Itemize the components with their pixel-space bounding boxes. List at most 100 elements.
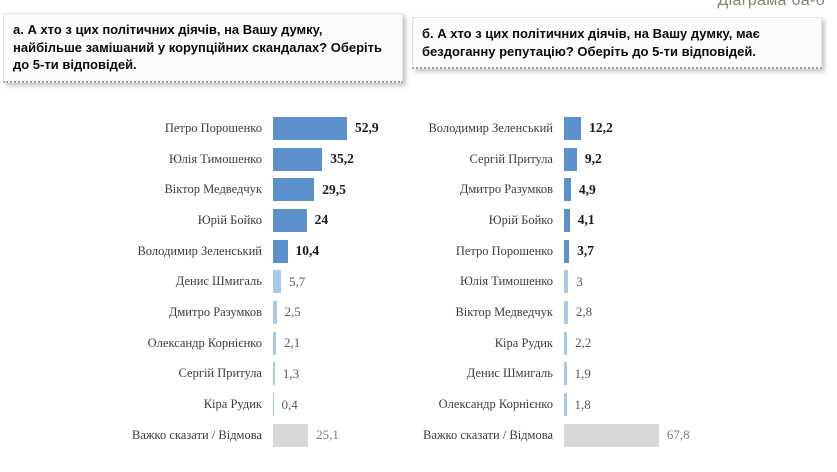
value: 52,9 bbox=[355, 120, 379, 136]
row-label: Дмитро Разумков bbox=[168, 304, 262, 319]
value: 9,2 bbox=[584, 151, 602, 167]
value: 25,1 bbox=[316, 427, 339, 443]
bar bbox=[564, 178, 571, 202]
row-label: Віктор Медведчук bbox=[164, 182, 262, 197]
bar bbox=[273, 178, 315, 202]
row-label: Денис Шмигаль bbox=[175, 274, 262, 289]
value: 3 bbox=[576, 273, 583, 289]
chart-row: Володимир Зеленський 12,2 bbox=[415, 113, 835, 144]
bar bbox=[564, 331, 568, 355]
row-label: Юрій Бойко bbox=[488, 212, 553, 227]
row-label: Петро Порошенко bbox=[455, 243, 553, 258]
chart-row: Денис Шмигаль 1,9 bbox=[415, 359, 835, 390]
value: 67,8 bbox=[666, 427, 690, 443]
bar-area: 10,4 bbox=[273, 239, 320, 263]
value: 3,7 bbox=[577, 243, 595, 259]
bar bbox=[273, 393, 274, 417]
bar bbox=[564, 423, 659, 447]
value: 35,2 bbox=[330, 151, 354, 167]
bar bbox=[564, 300, 568, 324]
chart-row: Важко сказати / Відмова 25,1 bbox=[2, 420, 410, 451]
value: 2,8 bbox=[575, 304, 593, 320]
value: 1,8 bbox=[574, 396, 591, 412]
bar bbox=[273, 331, 276, 355]
bar-area: 4,9 bbox=[564, 178, 596, 202]
chart-b-title: б. А хто з цих політичних діячів, на Ваш… bbox=[422, 26, 760, 59]
value: 1,9 bbox=[574, 365, 591, 381]
bar bbox=[273, 270, 281, 294]
bar bbox=[564, 270, 569, 294]
row-label: Важко сказати / Відмова bbox=[423, 427, 553, 442]
bar bbox=[273, 116, 348, 140]
bar-area: 0,4 bbox=[273, 393, 298, 417]
row-label: Олександр Корнієнко bbox=[147, 335, 262, 350]
value: 2,5 bbox=[284, 304, 301, 320]
bar-area: 35,2 bbox=[273, 147, 354, 171]
row-label: Олександр Корнієнко bbox=[438, 397, 553, 412]
bar-area: 1,8 bbox=[564, 393, 591, 417]
row-label: Кіра Рудик bbox=[203, 397, 262, 412]
chart-a-title: а. А хто з цих політичних діячів, на Ваш… bbox=[13, 22, 383, 73]
value: 1,3 bbox=[282, 365, 300, 381]
bar-area: 67,8 bbox=[564, 423, 690, 447]
row-label: Володимир Зеленський bbox=[137, 243, 262, 258]
row-label: Сергій Притула bbox=[178, 366, 262, 381]
bar-area: 1,9 bbox=[564, 362, 591, 386]
value: 29,5 bbox=[322, 181, 346, 197]
value: 0,4 bbox=[281, 396, 298, 412]
chart-row: Дмитро Разумков 4,9 bbox=[415, 174, 835, 205]
value: 24 bbox=[314, 212, 329, 228]
chart-row: Олександр Корнієнко 1,8 bbox=[415, 389, 835, 420]
bar bbox=[564, 362, 567, 386]
bar-area: 3,7 bbox=[564, 239, 595, 263]
row-label: Володимир Зеленський bbox=[428, 120, 553, 135]
chart-a-title-box: а. А хто з цих політичних діячів, на Ваш… bbox=[3, 13, 403, 83]
bar-area: 2,5 bbox=[273, 300, 301, 324]
row-label: Сергій Притула bbox=[469, 151, 553, 166]
chart-a: Петро Порошенко 52,9 Юлія Тимошенко 35,2… bbox=[2, 113, 410, 451]
value: 10,4 bbox=[295, 243, 320, 259]
chart-row: Юрій Бойко 4,1 bbox=[415, 205, 835, 236]
bar-area: 12,2 bbox=[564, 116, 613, 140]
chart-b: Володимир Зеленський 12,2 Сергій Притула… bbox=[415, 113, 835, 451]
bar bbox=[564, 147, 577, 171]
bar bbox=[273, 300, 277, 324]
bar-area: 1,3 bbox=[273, 362, 300, 386]
value: 4,1 bbox=[577, 212, 595, 228]
bar-area: 24 bbox=[273, 208, 329, 232]
bar-area: 2,2 bbox=[564, 331, 592, 355]
bar bbox=[564, 239, 570, 263]
bar-area: 3 bbox=[564, 270, 583, 294]
bar bbox=[564, 393, 567, 417]
value: 5,7 bbox=[288, 273, 306, 289]
row-label: Юлія Тимошенко bbox=[169, 151, 262, 166]
value: 2,2 bbox=[575, 335, 592, 351]
chart-row: Юрій Бойко 24 bbox=[2, 205, 410, 236]
bar bbox=[273, 362, 275, 386]
chart-row: Віктор Медведчук 2,8 bbox=[415, 297, 835, 328]
row-label: Віктор Медведчук bbox=[455, 304, 553, 319]
bar bbox=[273, 239, 288, 263]
chart-row: Петро Порошенко 3,7 bbox=[415, 236, 835, 267]
bar bbox=[564, 208, 570, 232]
chart-row: Кіра Рудик 0,4 bbox=[2, 389, 410, 420]
row-label: Петро Порошенко bbox=[164, 120, 262, 135]
chart-b-title-box: б. А хто з цих політичних діячів, на Ваш… bbox=[412, 17, 822, 70]
chart-a-rows: Петро Порошенко 52,9 Юлія Тимошенко 35,2… bbox=[2, 113, 410, 451]
chart-row: Кіра Рудик 2,2 bbox=[415, 328, 835, 359]
bar bbox=[273, 147, 323, 171]
bar bbox=[273, 208, 307, 232]
chart-b-rows: Володимир Зеленський 12,2 Сергій Притула… bbox=[415, 113, 835, 451]
row-label: Юлія Тимошенко bbox=[460, 274, 553, 289]
value: 4,9 bbox=[578, 181, 596, 197]
bar bbox=[273, 423, 309, 447]
row-label: Юрій Бойко bbox=[197, 212, 262, 227]
bar bbox=[564, 116, 582, 140]
bar-area: 4,1 bbox=[564, 208, 595, 232]
diagram-corner-label: Діаграма 6а-б bbox=[717, 0, 825, 9]
bar-area: 52,9 bbox=[273, 116, 379, 140]
chart-row: Петро Порошенко 52,9 bbox=[2, 113, 410, 144]
chart-row: Сергій Притула 9,2 bbox=[415, 144, 835, 175]
bar-area: 2,8 bbox=[564, 300, 593, 324]
chart-row: Дмитро Разумков 2,5 bbox=[2, 297, 410, 328]
